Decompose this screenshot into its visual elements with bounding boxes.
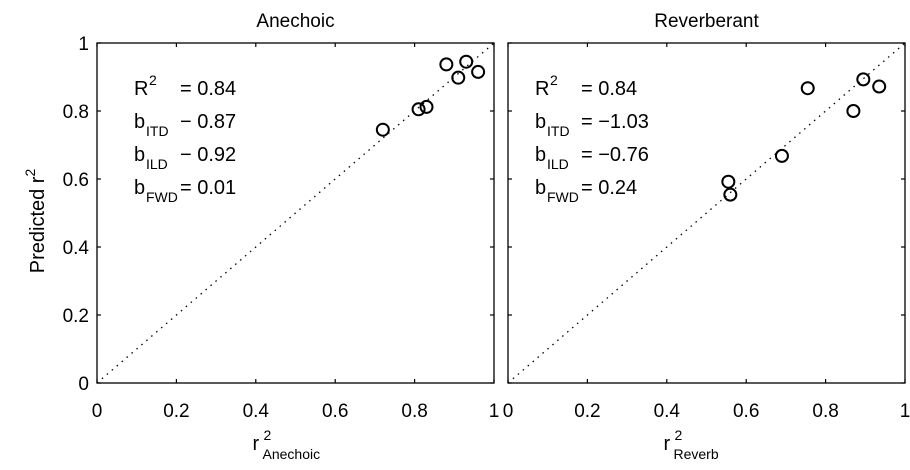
annotation-symbol: R	[134, 78, 148, 100]
x-tick-label: 0.8	[812, 401, 838, 422]
data-point	[411, 102, 426, 117]
annotation-value: − 0.87	[180, 111, 236, 133]
data-point	[723, 187, 738, 202]
data-point	[800, 81, 815, 96]
x-axis-label: r	[664, 433, 671, 455]
annotation-symbol: b	[134, 177, 145, 199]
x-tick-label: 1	[900, 401, 910, 422]
annotation-value: = 0.01	[180, 177, 236, 199]
x-tick-label: 0	[503, 401, 514, 422]
annotation-sup: 2	[550, 72, 558, 88]
x-tick-label: 1	[489, 401, 500, 422]
x-axis-label-sup: 2	[675, 427, 683, 443]
data-point	[846, 104, 861, 118]
x-tick-label: 0.2	[163, 401, 189, 422]
annotation-symbol: b	[134, 144, 145, 166]
annotation-sub: ITD	[547, 123, 570, 139]
y-tick-label: 0.2	[63, 306, 89, 327]
x-tick-label: 0.6	[322, 401, 348, 422]
x-tick-label: 0.4	[654, 401, 681, 422]
y-tick-label: 1	[78, 34, 89, 55]
x-axis-label-sub: Anechoic	[263, 446, 321, 462]
data-point	[419, 99, 434, 114]
x-axis-label-sup: 2	[264, 427, 272, 443]
x-tick-label: 0	[92, 401, 103, 422]
annotation-value: − 0.92	[180, 144, 236, 166]
annotation-value: = 0.24	[581, 177, 637, 199]
axes-frame	[96, 42, 495, 384]
data-point	[872, 79, 887, 94]
x-tick-label: 0.8	[401, 401, 427, 422]
annotation-value: = −0.76	[581, 144, 649, 166]
annotation-value: = 0.84	[581, 78, 637, 100]
annotation-sub: ITD	[146, 123, 169, 139]
x-axis-label-sub: Reverb	[674, 446, 719, 462]
axes-frame	[507, 42, 906, 384]
annotation-sub: ILD	[547, 156, 569, 172]
data-point	[451, 70, 466, 85]
y-axis-label: Predicted r2	[22, 169, 49, 274]
y-tick-label: 0	[78, 374, 89, 395]
reference-line	[96, 42, 495, 384]
annotation-value: = −1.03	[581, 111, 649, 133]
annotation-symbol: b	[535, 177, 546, 199]
data-point	[375, 122, 390, 137]
annotation-symbol: R	[535, 78, 549, 100]
annotation-symbol: b	[535, 111, 546, 133]
annotation-sub: FWD	[547, 189, 579, 205]
data-point	[856, 72, 871, 87]
annotation-symbol: b	[134, 111, 145, 133]
annotation-sub: ILD	[146, 156, 168, 172]
annotation-sub: FWD	[146, 189, 178, 205]
data-point	[439, 57, 454, 72]
y-tick-label: 0.8	[63, 102, 89, 123]
annotation-symbol: b	[535, 144, 546, 166]
y-tick-label: 0.6	[63, 170, 89, 191]
annotation-value: = 0.84	[180, 78, 236, 100]
x-tick-label: 0.4	[243, 401, 270, 422]
annotation-sup: 2	[149, 72, 157, 88]
data-point	[459, 54, 474, 69]
reference-line	[507, 42, 906, 384]
x-tick-label: 0.2	[574, 401, 600, 422]
panel-title: Anechoic	[256, 11, 334, 32]
x-axis-label: r	[253, 433, 260, 455]
data-point	[774, 148, 789, 163]
data-point	[721, 174, 736, 189]
y-tick-label: 0.4	[63, 238, 90, 259]
panel-title: Reverberant	[654, 11, 759, 32]
data-point	[471, 64, 486, 79]
x-tick-label: 0.6	[733, 401, 759, 422]
